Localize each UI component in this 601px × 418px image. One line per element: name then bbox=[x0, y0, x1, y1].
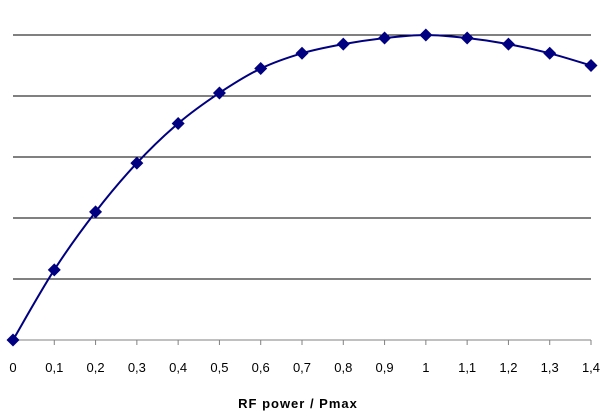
data-point-marker bbox=[89, 205, 103, 219]
x-tick-label: 1,3 bbox=[541, 360, 559, 375]
x-tick-label: 0,8 bbox=[334, 360, 352, 375]
data-point-marker bbox=[6, 333, 20, 347]
x-tick-label: 0,3 bbox=[128, 360, 146, 375]
axes bbox=[12, 339, 592, 345]
data-point-marker bbox=[460, 31, 474, 45]
x-tick-label: 0,1 bbox=[45, 360, 63, 375]
series-line bbox=[12, 33, 592, 341]
x-axis-label: RF power / Pmax bbox=[238, 396, 358, 411]
x-tick-label: 0,5 bbox=[210, 360, 228, 375]
gridlines bbox=[13, 34, 591, 280]
x-tick-label: 0,6 bbox=[252, 360, 270, 375]
data-point-marker bbox=[254, 62, 268, 76]
x-tick-label: 0 bbox=[9, 360, 16, 375]
series bbox=[6, 28, 598, 347]
x-tick-labels: 0 0,1 0,2 0,3 0,4 0,5 0,6 0,7 0,8 0,9 1 1,1 1,2 1,3 1,… bbox=[9, 360, 600, 375]
data-point-marker bbox=[171, 116, 185, 130]
x-tick-label: 1,4 bbox=[582, 360, 600, 375]
data-point-marker bbox=[378, 31, 392, 45]
x-tick-label: 1,2 bbox=[499, 360, 517, 375]
data-point-marker bbox=[419, 28, 433, 42]
x-tick-label: 0,9 bbox=[376, 360, 394, 375]
data-point-marker bbox=[501, 37, 515, 51]
x-tick-label: 1 bbox=[422, 360, 429, 375]
x-tick-label: 0,7 bbox=[293, 360, 311, 375]
data-point-marker bbox=[336, 37, 350, 51]
x-tick-label: 1,1 bbox=[458, 360, 476, 375]
data-point-marker bbox=[130, 156, 144, 170]
data-point-marker bbox=[212, 86, 226, 100]
data-point-marker bbox=[543, 46, 557, 60]
x-tick-label: 0,4 bbox=[169, 360, 187, 375]
x-tick-label: 0,2 bbox=[87, 360, 105, 375]
data-point-marker bbox=[295, 46, 309, 60]
data-point-marker bbox=[584, 59, 598, 72]
data-point-marker bbox=[47, 263, 61, 277]
